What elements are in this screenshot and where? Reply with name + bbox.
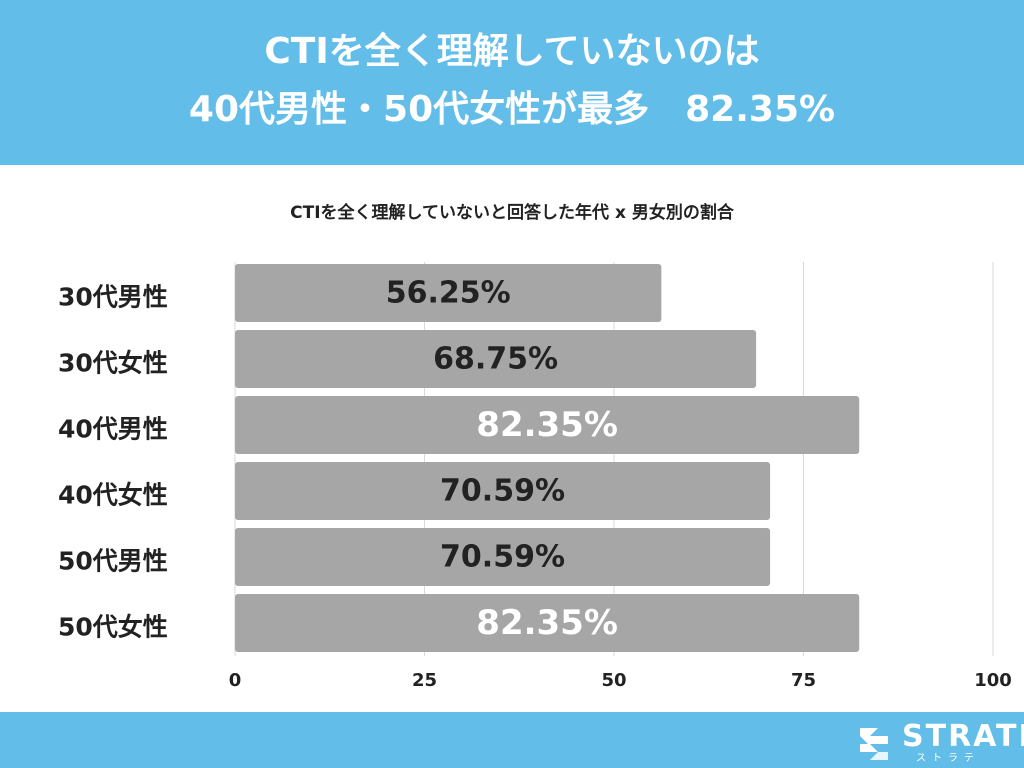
chart-title: CTIを全く理解していないと回答した年代 x 男女別の割合 bbox=[290, 203, 734, 223]
x-tick-label: 100 bbox=[974, 670, 1012, 691]
x-tick-label: 0 bbox=[229, 670, 242, 691]
bar bbox=[235, 330, 757, 388]
bar-value-label: 82.35% bbox=[476, 405, 618, 445]
bar-chart: 0 25 50 75 100 56.25% 30代男性 68.75% 30代女性 82.35% 40… bbox=[58, 262, 1012, 691]
headline-line-2: 40代男性・50代女性が最多 82.35% bbox=[188, 89, 836, 130]
category-label: 30代男性 bbox=[58, 283, 168, 312]
x-tick-label: 25 bbox=[412, 670, 437, 691]
category-label: 40代女性 bbox=[58, 481, 168, 510]
category-label: 50代女性 bbox=[58, 613, 168, 642]
category-label: 30代女性 bbox=[58, 349, 168, 378]
bar-value-label: 70.59% bbox=[440, 540, 565, 575]
bar-value-label: 82.35% bbox=[476, 603, 618, 643]
x-tick-label: 50 bbox=[601, 670, 626, 691]
category-label: 50代男性 bbox=[58, 547, 168, 576]
category-label: 40代男性 bbox=[58, 415, 168, 444]
bar bbox=[235, 396, 860, 454]
x-tick-label: 75 bbox=[791, 670, 816, 691]
header-banner: CTIを全く理解していないのは 40代男性・50代女性が最多 82.35% bbox=[0, 0, 1024, 165]
bar bbox=[235, 594, 860, 652]
bar bbox=[235, 462, 771, 520]
bar bbox=[235, 528, 771, 586]
footer-banner: STRATE ストラテ bbox=[0, 712, 1024, 768]
logo-wordmark: STRATE bbox=[902, 719, 1024, 754]
bar-value-label: 56.25% bbox=[386, 276, 511, 311]
bar-value-label: 68.75% bbox=[433, 342, 558, 377]
strate-logo: STRATE ストラテ bbox=[856, 720, 1024, 764]
bar-value-label: 70.59% bbox=[440, 474, 565, 509]
logo-katakana: ストラテ bbox=[916, 753, 980, 764]
strate-logo-icon bbox=[860, 728, 888, 760]
bar bbox=[235, 264, 662, 322]
headline-line-1: CTIを全く理解していないのは bbox=[264, 31, 760, 72]
